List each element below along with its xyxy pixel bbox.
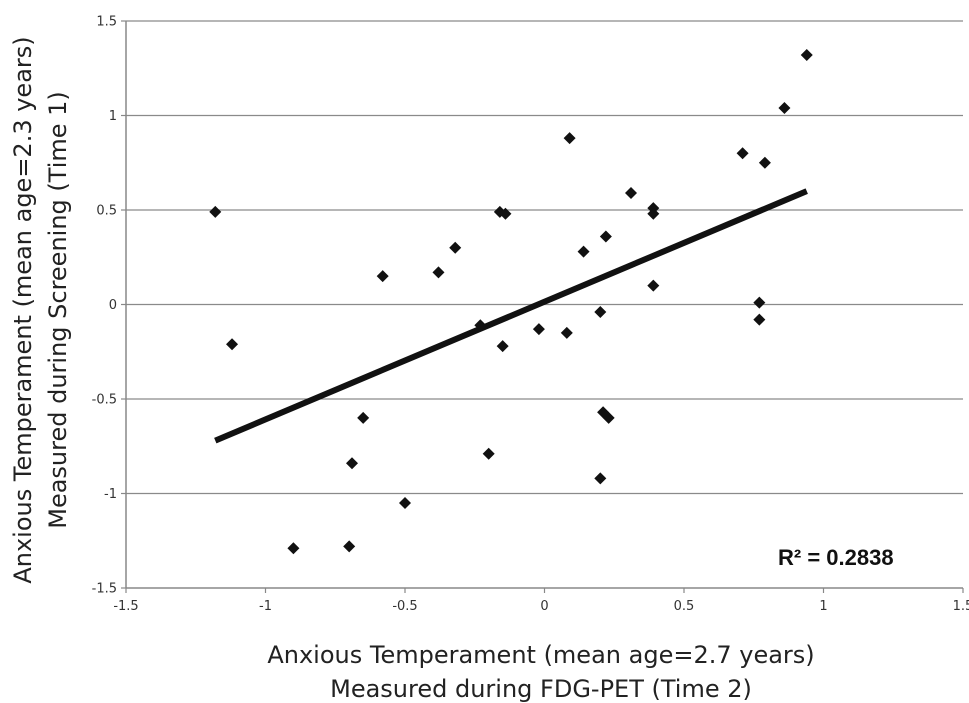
- data-point: [736, 147, 749, 160]
- data-point: [499, 207, 512, 220]
- x-tick-label: -0.5: [392, 599, 417, 614]
- y-tick-label: 0.5: [96, 204, 117, 219]
- data-point: [758, 156, 771, 169]
- data-point: [778, 101, 791, 114]
- data-point: [563, 132, 576, 145]
- y-tick-labels: 1.5 1 0.5 0 -0.5 -1 -1.5: [92, 15, 126, 597]
- y-tick-label: 1.5: [96, 15, 117, 30]
- data-point: [432, 266, 445, 279]
- data-point: [376, 270, 389, 283]
- data-point: [599, 230, 612, 243]
- y-tick-label: 0: [109, 298, 117, 313]
- data-point: [560, 326, 573, 339]
- y-tick-label: -1.5: [92, 582, 117, 597]
- data-point: [399, 496, 411, 509]
- data-point: [226, 338, 239, 351]
- data-point: [602, 411, 615, 424]
- data-point: [482, 447, 495, 460]
- data-point: [474, 319, 487, 332]
- x-tick-label: 0: [540, 599, 548, 614]
- data-point: [345, 457, 358, 470]
- data-point: [532, 323, 545, 336]
- x-tick-label: -1: [259, 599, 272, 614]
- y-axis-title-line-2: Measured during Screening (Time 1): [44, 91, 72, 529]
- x-axis-title-line-1: Anxious Temperament (mean age=2.7 years): [267, 641, 814, 669]
- data-point: [287, 542, 300, 555]
- x-axis-title-line-2: Measured during FDG-PET (Time 2): [330, 675, 752, 703]
- data-point: [496, 340, 509, 353]
- data-point: [647, 207, 660, 220]
- data-point: [624, 186, 637, 199]
- data-point: [577, 245, 590, 258]
- y-tick-label: -0.5: [92, 393, 117, 408]
- y-tick-label: -1: [104, 487, 117, 502]
- r-squared-annotation: R² = 0.2838: [778, 545, 894, 570]
- x-tick-labels: -1.5 -1 -0.5 0 0.5 1 1.5: [113, 588, 969, 614]
- trendline: [214, 188, 808, 444]
- x-tick-label: 1.5: [953, 599, 969, 614]
- y-axis-title-line-1: Anxious Temperament (mean age=2.3 years): [9, 36, 37, 583]
- data-points: [209, 49, 813, 555]
- data-point: [800, 49, 813, 62]
- data-point: [647, 279, 660, 292]
- data-point: [594, 306, 607, 319]
- data-point: [343, 540, 356, 553]
- x-tick-label: 0.5: [674, 599, 695, 614]
- data-point: [449, 241, 462, 254]
- data-point: [594, 472, 607, 485]
- data-point: [753, 296, 766, 309]
- data-point: [753, 313, 766, 326]
- x-tick-label: -1.5: [113, 599, 138, 614]
- x-tick-label: 1: [819, 599, 827, 614]
- y-tick-label: 1: [109, 109, 117, 124]
- data-point: [357, 411, 370, 424]
- grid-layer: [126, 20, 963, 495]
- data-point: [209, 205, 222, 218]
